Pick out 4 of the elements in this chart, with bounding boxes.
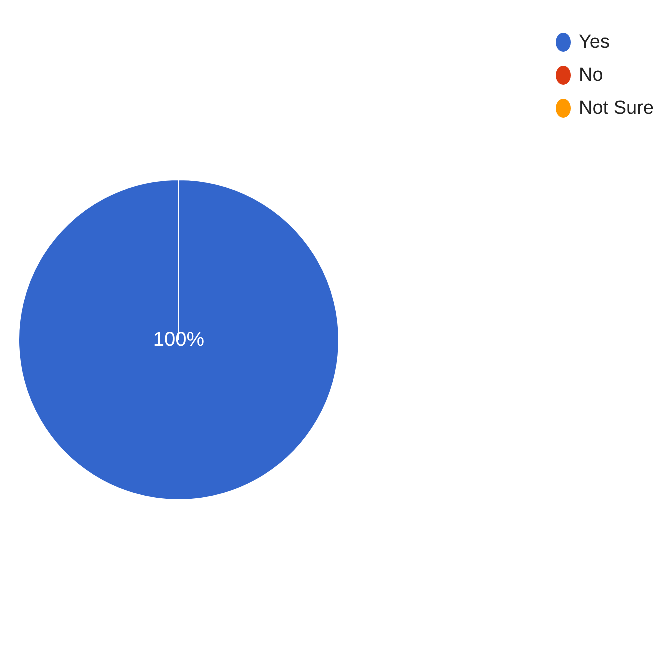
legend-label: Yes (579, 32, 610, 54)
legend-label: Not Sure (579, 98, 654, 120)
legend-label: No (579, 64, 604, 86)
data-label: 100% (153, 329, 205, 351)
